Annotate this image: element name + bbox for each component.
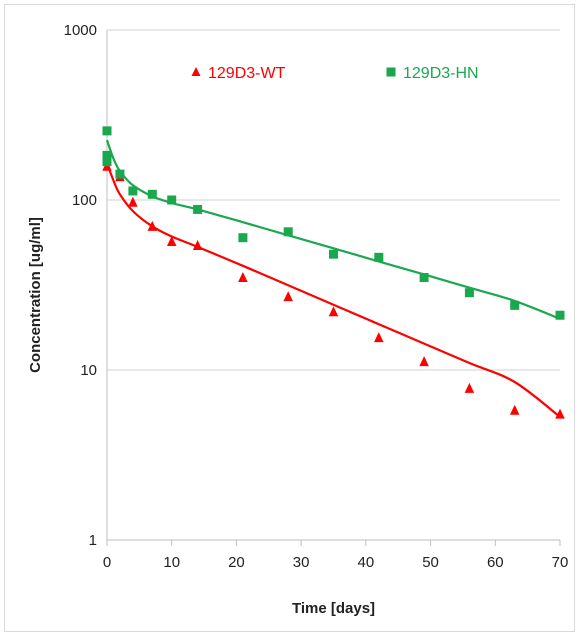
legend-marker-triangle <box>191 67 201 76</box>
data-point-square <box>374 252 384 262</box>
x-axis-title: Time [days] <box>292 600 375 617</box>
data-point-square <box>329 249 338 259</box>
fit-line-129d3-wt <box>105 162 561 418</box>
data-point-triangle <box>328 306 339 317</box>
data-point-triangle <box>419 356 429 367</box>
x-tick-label: 10 <box>163 554 180 571</box>
fit-curves <box>105 139 561 418</box>
data-point-square <box>193 204 203 214</box>
chart-frame <box>4 4 575 632</box>
x-tick-label: 50 <box>422 554 439 571</box>
data-point-triangle <box>147 220 158 231</box>
x-tick-label: 0 <box>103 554 111 571</box>
data-point-square <box>115 169 125 179</box>
data-point-triangle <box>464 382 475 393</box>
data-point-square <box>167 195 177 205</box>
fit-line-129d3-hn <box>105 139 561 320</box>
y-tick-label: 10 <box>80 362 97 379</box>
data-point-triangle <box>192 239 203 250</box>
x-tick-label: 30 <box>293 554 310 571</box>
data-point-triangle <box>509 404 520 415</box>
legend-label: 129D3-WT <box>208 65 286 82</box>
data-point-square <box>128 186 138 196</box>
y-tick-label: 1000 <box>64 22 97 39</box>
legend-label: 129D3-HN <box>403 65 479 82</box>
data-point-square <box>419 273 429 283</box>
data-point-triangle <box>555 408 565 419</box>
data-point-square <box>555 310 565 320</box>
data-point-square <box>283 227 293 237</box>
data-point-square <box>510 300 520 310</box>
data-point-triangle <box>283 291 293 302</box>
data-point-square <box>102 150 112 160</box>
data-markers <box>102 126 565 419</box>
x-tick-labels: 0 10 20 30 40 50 60 70 <box>103 540 569 571</box>
y-tick-label: 100 <box>72 192 97 209</box>
data-point-triangle <box>238 272 248 283</box>
gridlines <box>107 29 560 371</box>
y-tick-labels: 1 10 100 1000 <box>64 22 97 549</box>
data-point-square <box>147 189 157 199</box>
legend-marker-square <box>386 67 396 77</box>
x-tick-label: 60 <box>487 554 504 571</box>
data-point-square <box>102 157 112 167</box>
y-tick-label: 1 <box>89 532 97 549</box>
x-tick-label: 20 <box>228 554 245 571</box>
data-point-triangle <box>374 332 384 343</box>
data-point-square <box>102 126 112 136</box>
legend: 129D3-WT 129D3-HN <box>191 65 479 82</box>
data-point-square <box>238 233 248 243</box>
x-tick-label: 40 <box>358 554 375 571</box>
data-point-triangle <box>128 196 138 207</box>
data-point-triangle <box>166 236 177 247</box>
x-tick-label: 70 <box>552 554 569 571</box>
data-point-square <box>464 288 474 298</box>
y-axis-title: Concentration [ug/ml] <box>27 217 44 373</box>
